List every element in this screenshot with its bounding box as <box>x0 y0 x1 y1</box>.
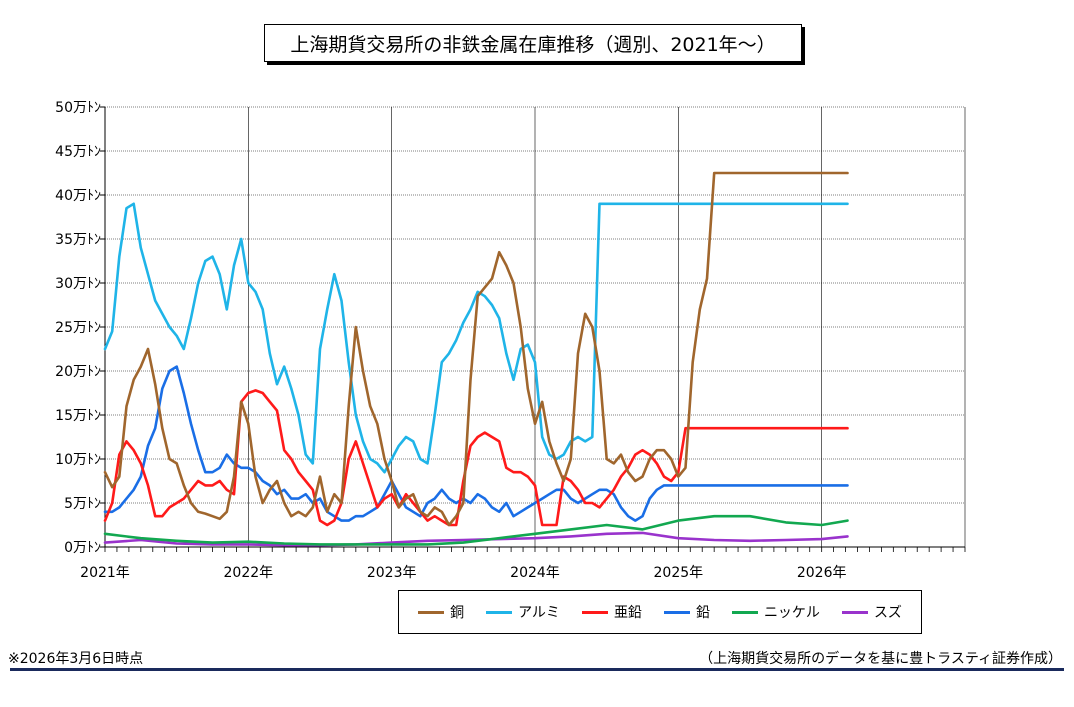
y-tick-label: 50万ﾄﾝ <box>55 100 101 116</box>
legend-item: 鉛 <box>663 602 710 622</box>
y-tick-label: 35万ﾄﾝ <box>55 232 101 248</box>
y-tick-label: 30万ﾄﾝ <box>55 276 101 292</box>
legend-label: 鉛 <box>695 605 710 621</box>
y-tick-label: 25万ﾄﾝ <box>55 320 101 336</box>
x-tick-label: 2026年 <box>797 565 847 581</box>
series-line-鉛 <box>103 365 849 522</box>
legend-swatch <box>731 610 758 614</box>
x-tick-label: 2023年 <box>367 565 417 581</box>
y-tick-label: 20万ﾄﾝ <box>55 364 101 380</box>
legend-item: スズ <box>841 602 902 622</box>
legend-label: 亜鉛 <box>613 605 642 621</box>
legend-item: ニッケル <box>731 602 820 622</box>
legend-swatch <box>418 610 445 614</box>
legend-label: アルミ <box>518 605 560 621</box>
series-line-銅 <box>103 171 849 527</box>
legend-swatch <box>581 610 608 614</box>
x-tick-label: 2024年 <box>510 565 560 581</box>
legend-item: アルミ <box>486 602 560 622</box>
footnote: ※2026年3月6日時点 <box>8 651 144 667</box>
legend-label: ニッケル <box>763 605 820 621</box>
legend-swatch <box>841 610 868 614</box>
series-line-ニッケル <box>103 514 849 546</box>
y-tick-label: 5万ﾄﾝ <box>64 496 101 512</box>
x-tick-label: 2022年 <box>224 565 274 581</box>
bottom-rule <box>10 668 1064 671</box>
source-note: （上海期貨交易所のデータを基に豊トラスティ証券作成） <box>699 651 1062 667</box>
series-line-アルミ <box>103 202 849 474</box>
legend-item: 銅 <box>418 602 464 622</box>
legend-swatch <box>663 610 690 614</box>
legend: 銅 アルミ 亜鉛 鉛 ニッケル スズ <box>398 590 922 634</box>
legend-label: 銅 <box>450 605 465 621</box>
series-layer <box>103 171 849 547</box>
axis-layer: 0万ﾄﾝ 5万ﾄﾝ 10万ﾄﾝ 15万ﾄﾝ 20万ﾄﾝ 25万ﾄﾝ 30万ﾄﾝ 35万ﾄﾝ 40… <box>55 100 966 581</box>
legend-item: 亜鉛 <box>581 602 642 622</box>
y-tick-label: 40万ﾄﾝ <box>55 188 101 204</box>
chart-title: 上海期貨交易所の非鉄金属在庫推移（週別、2021年～） <box>264 24 802 62</box>
x-tick-label: 2025年 <box>654 565 704 581</box>
y-tick-label: 15万ﾄﾝ <box>55 408 101 424</box>
legend-label: スズ <box>873 605 902 621</box>
y-tick-label: 0万ﾄﾝ <box>64 540 101 556</box>
y-tick-label: 10万ﾄﾝ <box>55 452 101 468</box>
y-tick-label: 45万ﾄﾝ <box>55 144 101 160</box>
series-line-亜鉛 <box>103 389 849 527</box>
x-tick-label: 2021年 <box>80 565 130 581</box>
legend-swatch <box>486 610 513 614</box>
